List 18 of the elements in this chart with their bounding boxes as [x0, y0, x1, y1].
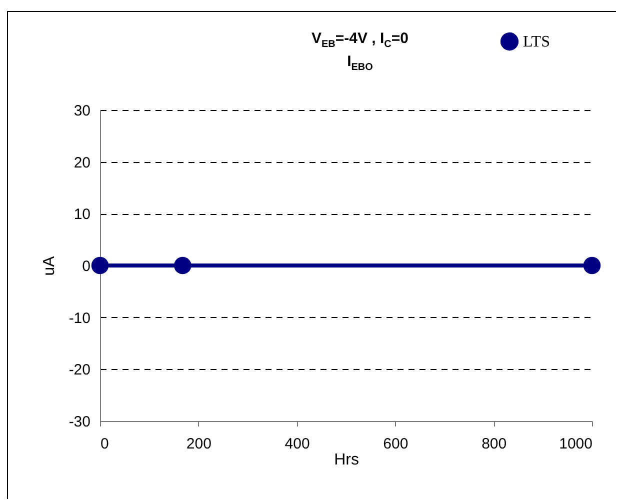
y-tick-label: 30: [74, 102, 90, 120]
y-tick-label: -10: [68, 310, 90, 327]
chart-subtitle: I$_{EBO}$: [346, 53, 374, 75]
x-axis-title: Hrs: [334, 452, 359, 468]
x-tick-label: 1000: [559, 436, 592, 452]
x-tick-label: 600: [383, 436, 408, 452]
y-tick-label: 20: [74, 154, 90, 172]
y-tick-label: 0: [82, 258, 90, 275]
x-tick-label: 400: [284, 436, 310, 452]
y-tick-label: -20: [68, 362, 90, 379]
y-tick-label: -30: [68, 414, 90, 430]
x-tick-label: 800: [482, 436, 507, 452]
chart-title: V$_{EB}$=-4V , I$_{C}$=0: [310, 30, 410, 52]
x-tick-label: 200: [186, 436, 212, 452]
y-axis-title: uA: [40, 256, 58, 276]
y-tick-label: 10: [74, 206, 90, 224]
x-tick-label: 0: [100, 436, 109, 452]
legend-label: LTS: [523, 34, 550, 50]
